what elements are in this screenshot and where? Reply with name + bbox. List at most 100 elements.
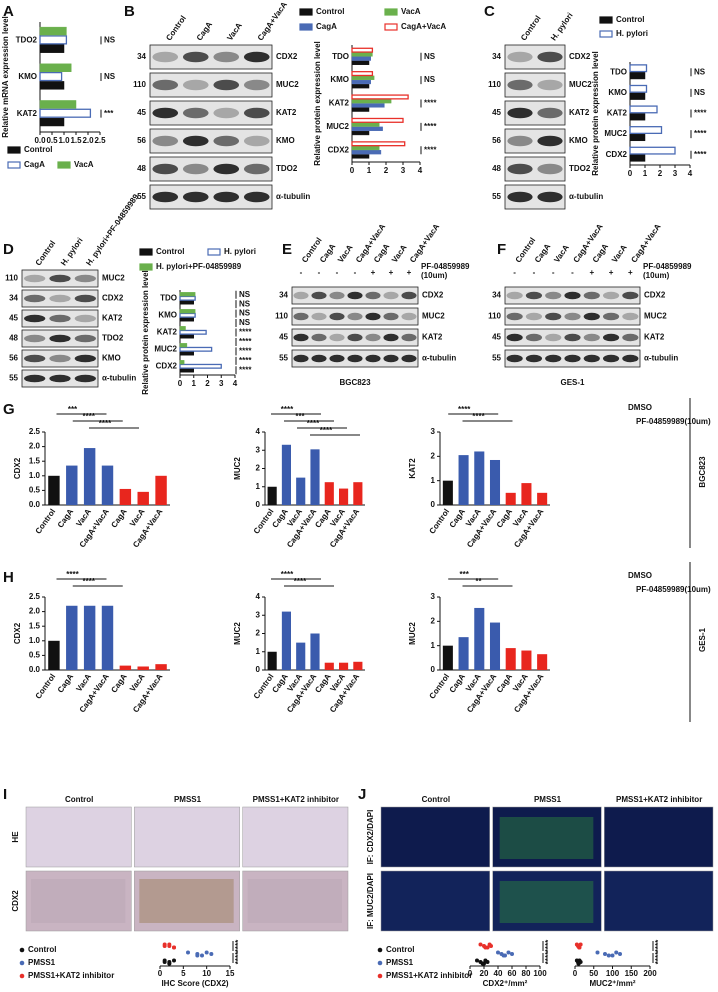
x-tick-label: CagA bbox=[495, 672, 514, 694]
bar bbox=[39, 100, 77, 109]
blot-band bbox=[506, 333, 523, 342]
x-axis-label: CDX2⁺/mm² bbox=[483, 979, 528, 988]
protein-label: CDX2 bbox=[569, 52, 591, 61]
blot-band bbox=[622, 312, 639, 321]
bar bbox=[281, 611, 291, 670]
significance: **** bbox=[307, 419, 320, 428]
marker-label: 45 bbox=[9, 314, 18, 323]
column-title: PMSS1 bbox=[174, 795, 202, 804]
blot-band bbox=[537, 79, 563, 91]
micrograph bbox=[134, 806, 240, 868]
bar bbox=[179, 295, 196, 301]
treatment-sign: - bbox=[552, 268, 555, 277]
legend-swatch bbox=[299, 23, 313, 31]
bar bbox=[351, 145, 380, 151]
category-label: KAT2 bbox=[157, 328, 178, 337]
x-tick-label: 0 bbox=[628, 169, 633, 178]
significance: **** bbox=[694, 150, 707, 159]
blot-caption: GES-1 bbox=[560, 378, 585, 387]
x-tick-label: 100 bbox=[533, 969, 547, 978]
lane-label: CagA+VacA bbox=[629, 222, 662, 264]
category-label: TDO2 bbox=[16, 35, 38, 44]
x-tick-label: 1.0 bbox=[58, 136, 70, 145]
bar bbox=[351, 75, 375, 80]
marker-label: 34 bbox=[279, 291, 288, 300]
legend-swatch bbox=[7, 161, 21, 169]
column-title: Control bbox=[65, 795, 93, 804]
data-point bbox=[167, 961, 172, 966]
blot-band bbox=[182, 191, 209, 203]
bar bbox=[267, 651, 277, 670]
bar bbox=[351, 52, 373, 57]
blot-band bbox=[182, 107, 209, 119]
bar bbox=[629, 126, 663, 135]
x-tick-label: CagA bbox=[270, 672, 289, 694]
blot-band bbox=[383, 291, 399, 300]
blot-band bbox=[243, 107, 270, 119]
protein-label: KAT2 bbox=[422, 333, 443, 342]
legend-label: PMSS1+KAT2 inhibitor bbox=[28, 971, 114, 980]
y-tick-label: 0 bbox=[431, 500, 436, 509]
legend-label: VacA bbox=[401, 7, 421, 16]
blot-band bbox=[74, 354, 96, 363]
y-tick-label: 3 bbox=[256, 445, 261, 454]
y-tick-label: 0 bbox=[431, 665, 436, 674]
x-tick-label: CagA bbox=[56, 672, 75, 694]
blot-band bbox=[24, 354, 46, 363]
blot-caption: BGC823 bbox=[339, 378, 371, 387]
stain-overlay bbox=[139, 879, 234, 923]
legend-swatch bbox=[207, 248, 221, 256]
data-point bbox=[577, 945, 582, 950]
blot-band bbox=[583, 312, 600, 321]
significance: NS bbox=[694, 88, 706, 97]
bar bbox=[179, 346, 213, 352]
category-label: MUC2 bbox=[604, 129, 627, 138]
stain-overlay bbox=[247, 879, 342, 923]
y-axis-label: Relative protein expression level bbox=[313, 41, 322, 166]
bar bbox=[537, 492, 548, 505]
blot-band bbox=[383, 312, 399, 321]
blot-band bbox=[564, 333, 581, 342]
category-label: KAT2 bbox=[607, 109, 628, 118]
protein-label: α-tubulin bbox=[276, 192, 310, 201]
data-point bbox=[478, 942, 483, 947]
x-tick-label: Control bbox=[34, 672, 58, 700]
blot-band bbox=[583, 354, 600, 363]
bar bbox=[101, 605, 114, 670]
blot-band bbox=[243, 79, 270, 91]
blot-band bbox=[311, 354, 327, 363]
bar bbox=[66, 605, 78, 670]
category-label: MUC2 bbox=[154, 345, 177, 354]
blot-band bbox=[383, 333, 399, 342]
bar bbox=[442, 480, 453, 505]
bar bbox=[353, 661, 363, 670]
protein-label: α-tubulin bbox=[569, 192, 603, 201]
x-tick-label: 4 bbox=[418, 166, 423, 175]
bar bbox=[629, 105, 658, 114]
x-tick-label: 2 bbox=[205, 379, 210, 388]
bar bbox=[39, 44, 65, 53]
treatment-sign: - bbox=[318, 268, 321, 277]
y-tick-label: 3 bbox=[431, 592, 436, 601]
y-tick-label: 3 bbox=[431, 427, 436, 436]
blot-band bbox=[293, 354, 309, 363]
bar bbox=[458, 637, 469, 670]
legend-label: H. pylori+PF-04859989 bbox=[156, 262, 242, 271]
blot-band bbox=[506, 312, 523, 321]
marker-label: 45 bbox=[492, 108, 501, 117]
x-tick-label: CagA bbox=[109, 672, 128, 694]
y-tick-label: 2 bbox=[431, 451, 436, 460]
bar bbox=[179, 351, 194, 356]
x-tick-label: 0 bbox=[468, 969, 473, 978]
bar bbox=[39, 71, 63, 82]
marker-label: 55 bbox=[9, 374, 18, 383]
legend-label: PMSS1 bbox=[386, 958, 414, 967]
bar bbox=[351, 154, 370, 159]
y-tick-label: 2.0 bbox=[29, 442, 41, 451]
y-axis-label: KAT2 bbox=[408, 458, 417, 479]
panel-letter: A bbox=[3, 3, 14, 20]
legend-label: Control bbox=[386, 945, 414, 954]
lane-label: CagA+VacA bbox=[256, 0, 289, 42]
blot-band bbox=[622, 333, 639, 342]
data-point bbox=[603, 952, 607, 956]
